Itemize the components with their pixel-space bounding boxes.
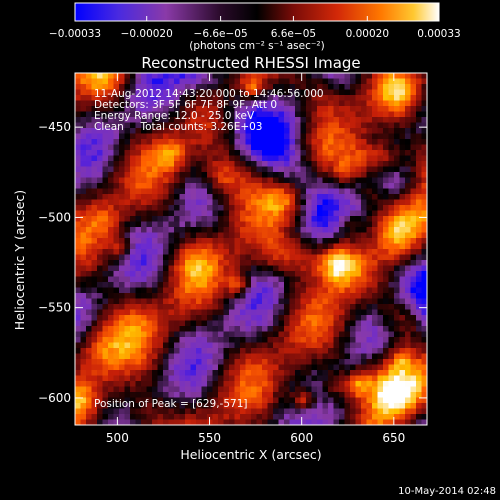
x-axis: 500 550 600 650 xyxy=(106,73,405,445)
colorbar-tick-label: −6.6e−05 xyxy=(194,28,248,40)
timestamp: 10-May-2014 02:48 xyxy=(398,486,496,497)
colorbar-tick-label: 0.00033 xyxy=(417,28,460,40)
y-axis: −450 −500 −550 −600 xyxy=(38,120,427,405)
annotation-time-range: 11-Aug-2012 14:43:20.000 to 14:46:56.000 xyxy=(94,88,324,100)
y-tick-label: −550 xyxy=(38,301,71,315)
annotation-energy-range: Energy Range: 12.0 - 25.0 keV xyxy=(94,110,255,122)
plot-frame xyxy=(74,72,428,426)
y-axis-label: Heliocentric Y (arcsec) xyxy=(12,190,27,330)
chart-title: Reconstructed RHESSI Image xyxy=(141,54,360,72)
y-tick-label: −500 xyxy=(38,210,71,224)
colorbar-tick-label: −0.00033 xyxy=(49,28,101,40)
x-axis-label: Heliocentric X (arcsec) xyxy=(180,447,321,462)
annotation-detectors: Detectors: 3F 5F 6F 7F 8F 9F, Att 0 xyxy=(94,99,277,111)
colorbar-tick-label: 0.00020 xyxy=(346,28,389,40)
y-tick-label: −600 xyxy=(38,391,71,405)
colorbar-tick-label: −0.00020 xyxy=(121,28,173,40)
x-tick-label: 550 xyxy=(198,431,221,445)
x-tick-label: 650 xyxy=(382,431,405,445)
colorbar xyxy=(74,2,440,22)
y-tick-label: −450 xyxy=(38,120,71,134)
colorbar-ticks: −0.00033 −0.00020 −6.6e−05 6.6e−05 0.00020 0.… xyxy=(49,16,461,40)
colorbar-units-label: (photons cm⁻² s⁻¹ asec⁻²) xyxy=(189,40,324,52)
colorbar-tick-label: 6.6e−05 xyxy=(271,28,316,40)
peak-position-label: Position of Peak = [629,-571] xyxy=(94,398,248,410)
x-tick-label: 600 xyxy=(290,431,313,445)
heatmap-image xyxy=(75,73,427,425)
x-tick-label: 500 xyxy=(106,431,129,445)
annotation-clean-counts: Clean Total counts: 3.26E+03 xyxy=(94,121,263,133)
